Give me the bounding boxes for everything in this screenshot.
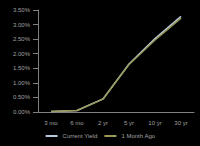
svg-text:5 yr: 5 yr — [124, 120, 134, 126]
svg-text:30 yr: 30 yr — [174, 120, 187, 126]
svg-text:0.50%: 0.50% — [13, 94, 31, 100]
svg-text:10 yr: 10 yr — [148, 120, 161, 126]
svg-text:2.50%: 2.50% — [13, 36, 31, 42]
svg-text:3 mo: 3 mo — [44, 120, 58, 126]
svg-text:2 yr: 2 yr — [98, 120, 108, 126]
svg-text:Current Yield: Current Yield — [63, 133, 98, 139]
svg-text:1 Month Ago: 1 Month Ago — [121, 133, 155, 139]
svg-text:1.00%: 1.00% — [13, 80, 31, 86]
svg-text:2.00%: 2.00% — [13, 51, 31, 57]
svg-text:3.00%: 3.00% — [13, 22, 31, 28]
svg-text:3.50%: 3.50% — [13, 7, 31, 13]
svg-text:6 mo: 6 mo — [70, 120, 84, 126]
svg-text:0.00%: 0.00% — [13, 109, 31, 115]
svg-text:1.50%: 1.50% — [13, 65, 31, 71]
